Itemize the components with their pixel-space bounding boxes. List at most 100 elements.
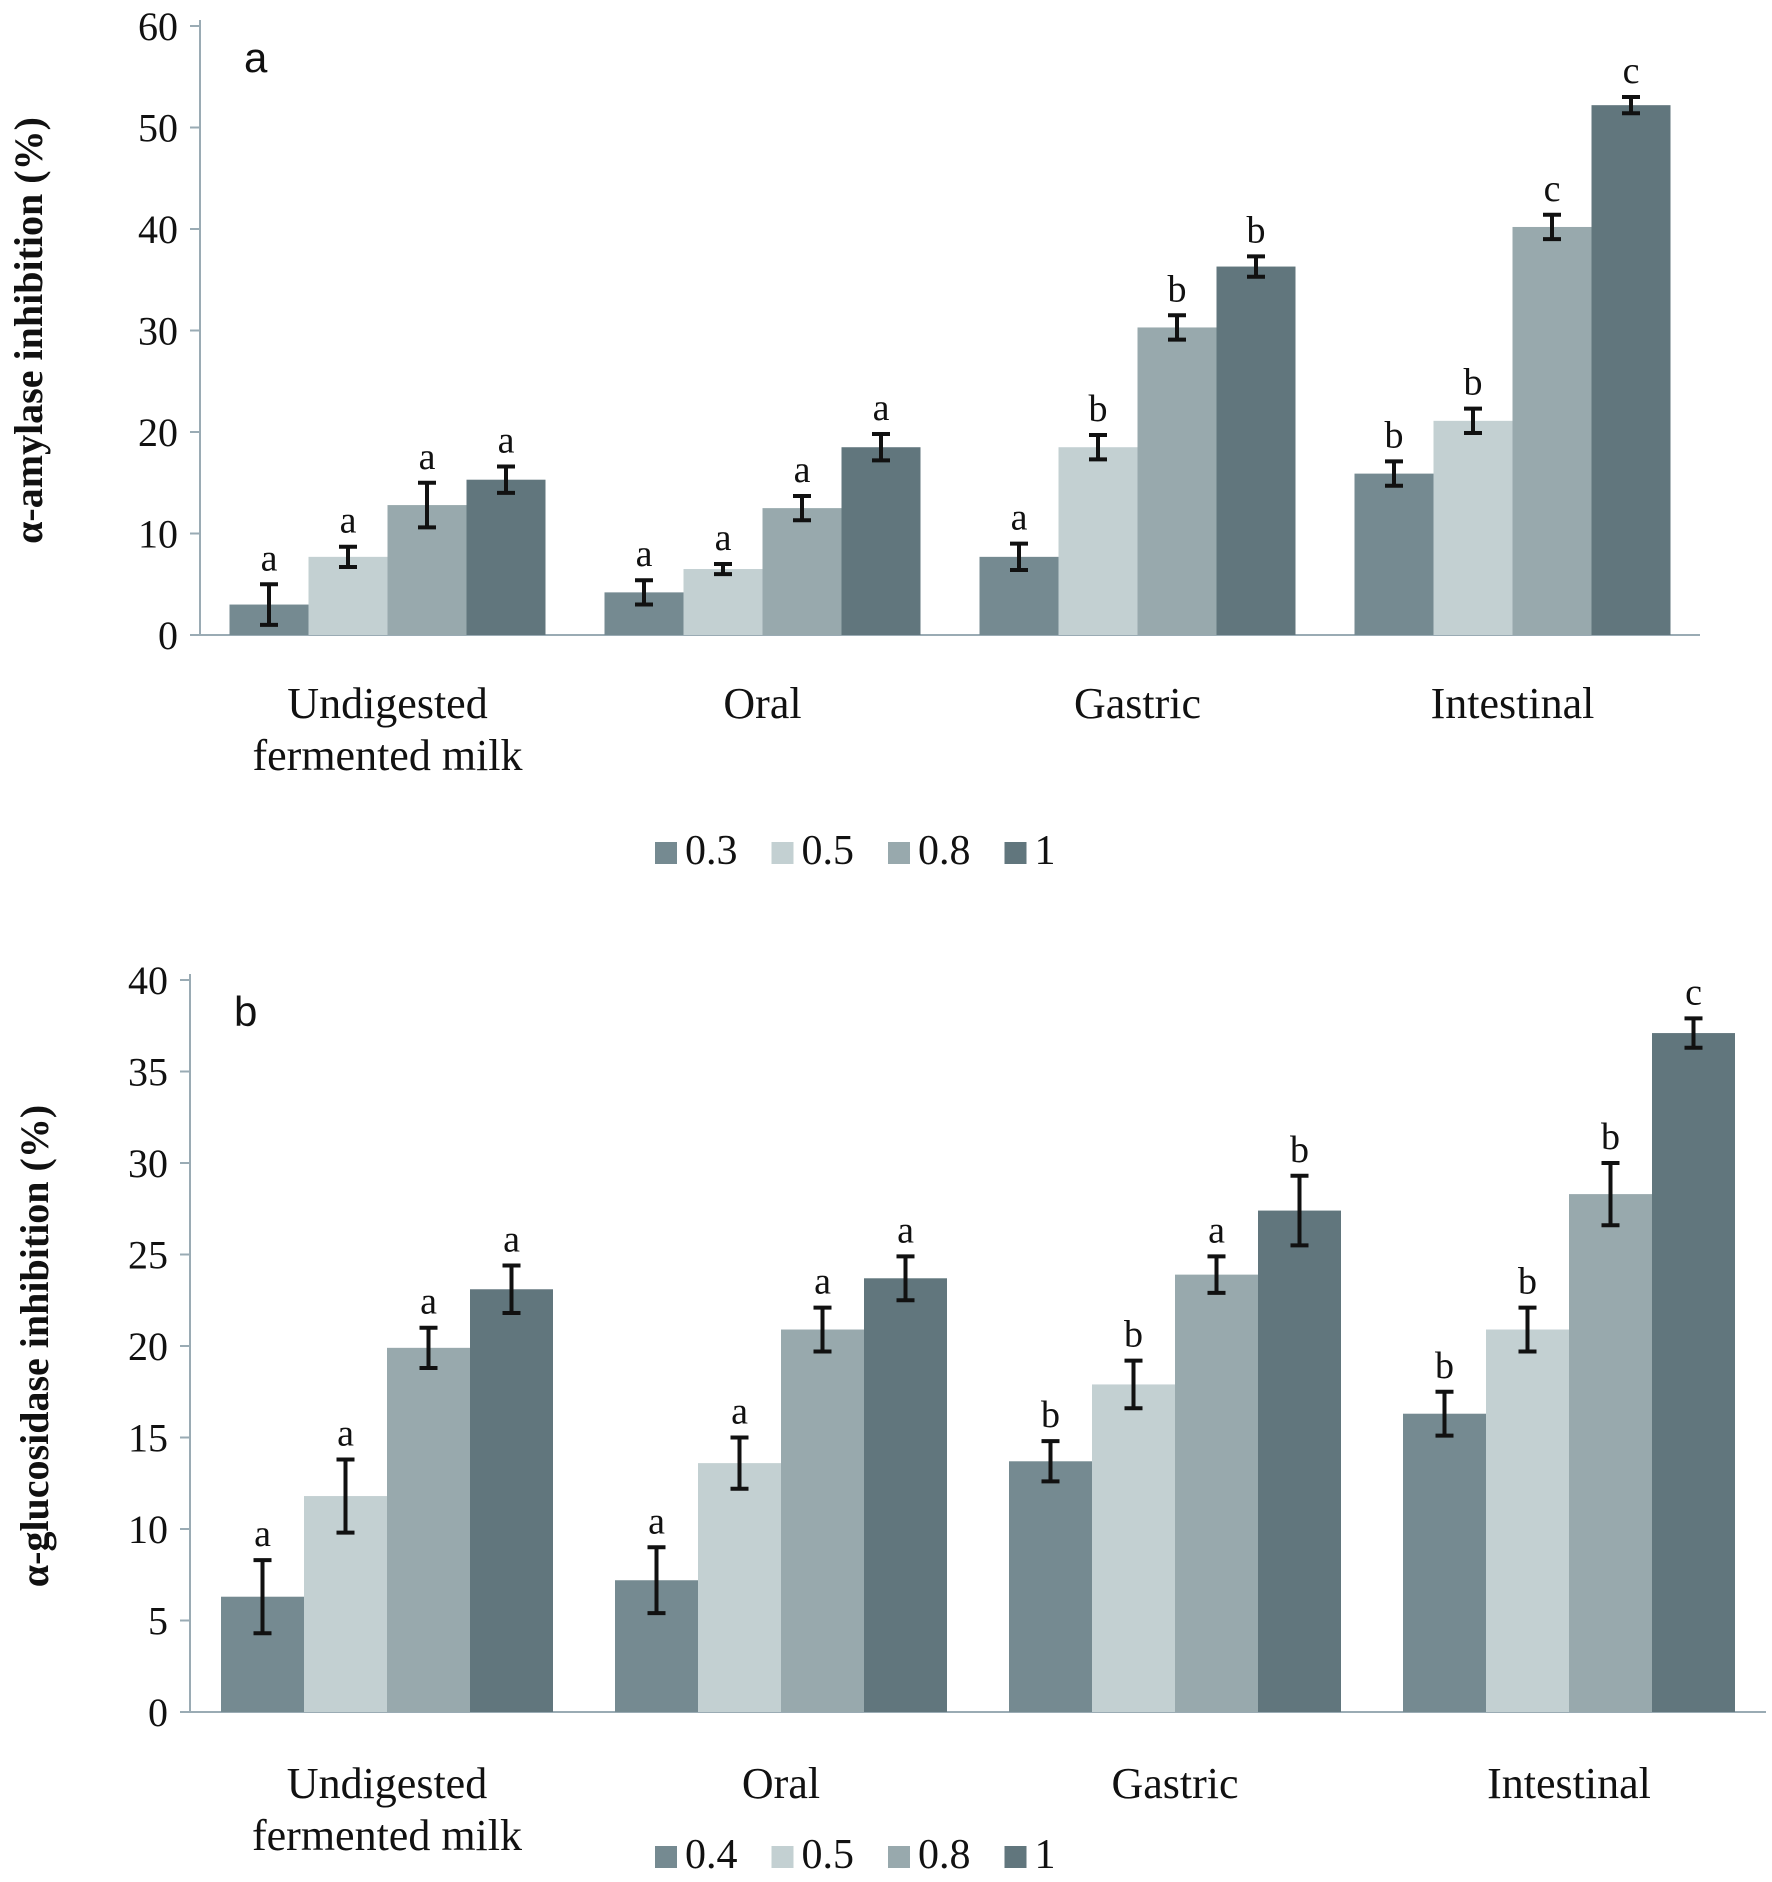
- chart-b-sig-label-1-2: a: [814, 1261, 831, 1303]
- chart-b-legend-swatch-3: [1004, 1846, 1027, 1868]
- chart-a-sig-label-3-2: c: [1544, 168, 1561, 210]
- chart-b-sig-label-0-3: a: [503, 1218, 520, 1260]
- chart-b-legend-swatch-1: [771, 1846, 794, 1868]
- chart-a-category-label-0: fermented milk: [252, 731, 522, 780]
- chart-b-y-tick-label: 20: [128, 1324, 168, 1369]
- chart-b-sig-label-0-1: a: [337, 1412, 354, 1454]
- chart-b-sig-label-2-1: b: [1124, 1314, 1143, 1356]
- chart-a-sig-label-0-1: a: [340, 500, 357, 542]
- chart-a-y-tick-label: 30: [138, 309, 178, 354]
- chart-b-bar-3-0: [1403, 1413, 1486, 1712]
- chart-a-bar-2-3: [1216, 266, 1296, 635]
- chart-a-legend-label-0: 0.3: [685, 828, 738, 874]
- chart-b-legend-swatch-0: [655, 1846, 677, 1868]
- chart-a-sig-label-2-2: b: [1168, 268, 1187, 310]
- chart-b-bar-0-2: [387, 1347, 470, 1712]
- chart-b-category-label-0: Undigested: [287, 1759, 487, 1808]
- chart-b-sig-label-0-2: a: [420, 1281, 437, 1323]
- chart-a-sig-label-3-0: b: [1385, 414, 1404, 456]
- chart-b-legend-label-3: 1: [1035, 1832, 1056, 1878]
- chart-a-y-tick-label: 40: [138, 207, 178, 252]
- chart-a-category-label-2: Gastric: [1074, 679, 1201, 728]
- chart-b-y-tick-label: 35: [128, 1050, 168, 1095]
- chart-a-legend-label-3: 1: [1035, 828, 1056, 874]
- chart-b-sig-label-0-0: a: [254, 1513, 271, 1555]
- chart-b-bar-1-1: [698, 1463, 781, 1712]
- chart-b-sig-label-3-1: b: [1518, 1261, 1537, 1303]
- chart-a-y-tick-label: 20: [138, 410, 178, 455]
- chart-b-bar-2-3: [1258, 1210, 1341, 1712]
- chart-b-sig-label-1-0: a: [648, 1500, 665, 1542]
- chart-b-y-tick-label: 40: [128, 958, 168, 1003]
- chart-b-bar-2-0: [1009, 1461, 1092, 1712]
- chart-b-category-label-0: fermented milk: [252, 1811, 522, 1860]
- chart-b-bar-1-2: [781, 1329, 864, 1712]
- chart-b-category-label-3: Intestinal: [1487, 1759, 1651, 1808]
- chart-panel-b: 0 5 10 15 20 25 30 35 40 α-glucosidase inhibition…: [0, 950, 1772, 1882]
- chart-a-panel-letter: a: [244, 34, 268, 81]
- chart-a-legend-swatch-1: [771, 842, 794, 864]
- chart-b-panel-letter: b: [234, 988, 257, 1035]
- chart-b-y-tick-label: 5: [148, 1599, 168, 1644]
- chart-b-legend-swatch-2: [888, 1846, 910, 1868]
- chart-b-sig-label-1-1: a: [731, 1391, 748, 1433]
- chart-a-sig-label-1-1: a: [715, 517, 732, 559]
- chart-a-bar-0-3: [466, 479, 546, 635]
- chart-a-bar-3-2: [1512, 226, 1592, 635]
- chart-a-sig-label-0-0: a: [261, 537, 278, 579]
- chart-b-y-axis-label: α-glucosidase inhibition (%): [12, 1105, 57, 1587]
- chart-a-sig-label-2-1: b: [1089, 388, 1108, 430]
- chart-a-y-tick-label: 50: [138, 106, 178, 151]
- chart-a-bar-0-1: [308, 556, 388, 635]
- chart-a-bar-1-2: [762, 508, 842, 635]
- chart-b-bar-1-3: [864, 1278, 947, 1712]
- chart-b-bar-2-2: [1175, 1274, 1258, 1712]
- chart-a-sig-label-1-2: a: [794, 449, 811, 491]
- chart-b-bar-3-2: [1569, 1194, 1652, 1712]
- chart-a-bar-3-1: [1433, 420, 1513, 635]
- chart-panel-a: 0 10 20 30 40 50 60 α-amylase inhibition (%) a a a…: [0, 0, 1772, 900]
- chart-b-sig-label-3-0: b: [1435, 1345, 1454, 1387]
- chart-a-y-tick-label: 0: [158, 613, 178, 658]
- chart-a-y-axis-label: α-amylase inhibition (%): [6, 117, 51, 544]
- chart-a-legend-label-2: 0.8: [918, 828, 971, 874]
- chart-a-sig-label-1-0: a: [636, 533, 653, 575]
- chart-b-y-tick-label: 10: [128, 1507, 168, 1552]
- chart-a-sig-label-1-3: a: [873, 387, 890, 429]
- chart-b-sig-label-2-3: b: [1290, 1129, 1309, 1171]
- chart-b-y-tick-label: 25: [128, 1233, 168, 1278]
- chart-a-sig-label-0-2: a: [419, 436, 436, 478]
- chart-b-svg: 0 5 10 15 20 25 30 35 40 α-glucosidase inhibition…: [12, 958, 1766, 1878]
- chart-a-bar-2-1: [1058, 447, 1138, 635]
- chart-a-y-tick-label: 60: [138, 4, 178, 49]
- chart-a-sig-label-3-3: c: [1623, 50, 1640, 92]
- chart-a-y-tick-label: 10: [138, 512, 178, 557]
- chart-b-sig-label-1-3: a: [897, 1209, 914, 1251]
- chart-b-bar-2-1: [1092, 1384, 1175, 1712]
- chart-a-sig-label-3-1: b: [1464, 362, 1483, 404]
- chart-b-bar-3-1: [1486, 1329, 1569, 1712]
- chart-b-legend-label-0: 0.4: [685, 1832, 738, 1878]
- chart-a-sig-label-2-3: b: [1247, 209, 1266, 251]
- chart-a-category-label-1: Oral: [723, 679, 801, 728]
- chart-a-legend-label-1: 0.5: [802, 828, 855, 874]
- chart-b-legend-label-1: 0.5: [802, 1832, 855, 1878]
- chart-b-bar-3-3: [1652, 1033, 1735, 1712]
- chart-a-sig-label-2-0: a: [1011, 497, 1028, 539]
- chart-a-legend-swatch-0: [655, 842, 677, 864]
- chart-a-category-label-3: Intestinal: [1431, 679, 1595, 728]
- chart-b-legend-label-2: 0.8: [918, 1832, 971, 1878]
- chart-b-y-tick-label: 15: [128, 1416, 168, 1461]
- chart-a-legend-swatch-2: [888, 842, 910, 864]
- chart-b-sig-label-3-3: c: [1685, 971, 1702, 1013]
- chart-a-svg: 0 10 20 30 40 50 60 α-amylase inhibition (%) a a a…: [6, 4, 1700, 874]
- chart-a-sig-label-0-3: a: [498, 420, 515, 462]
- chart-b-sig-label-3-2: b: [1601, 1116, 1620, 1158]
- chart-b-category-label-1: Oral: [742, 1759, 820, 1808]
- chart-b-y-tick-label: 30: [128, 1141, 168, 1186]
- chart-b-sig-label-2-2: a: [1208, 1209, 1225, 1251]
- chart-a-bar-1-3: [841, 447, 921, 635]
- chart-a-legend-swatch-3: [1004, 842, 1027, 864]
- chart-b-sig-label-2-0: b: [1041, 1394, 1060, 1436]
- chart-a-bar-3-3: [1591, 105, 1671, 636]
